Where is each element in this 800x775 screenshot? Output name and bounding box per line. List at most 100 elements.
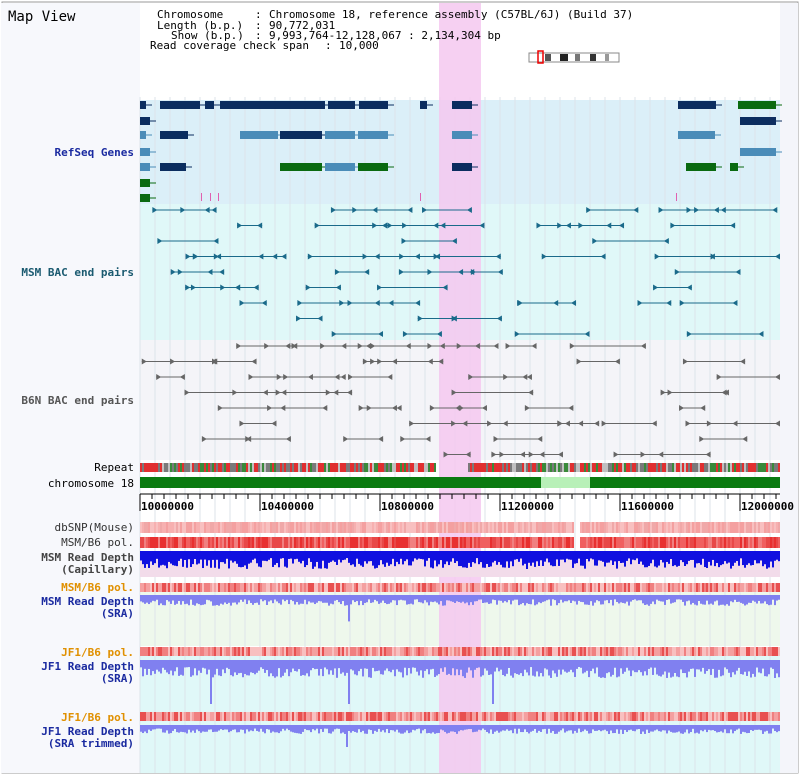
depth-bar	[404, 725, 406, 733]
heat-cell	[524, 647, 526, 656]
heat-cell	[414, 537, 416, 548]
heat-cell	[762, 647, 764, 656]
depth-bar	[706, 595, 708, 601]
repeat-segment	[578, 463, 580, 472]
depth-bar	[544, 725, 546, 729]
heat-cell	[750, 647, 752, 656]
heat-cell	[370, 647, 372, 656]
depth-bar	[502, 551, 504, 568]
bac-end-marker	[517, 300, 523, 306]
heat-cell	[704, 712, 706, 721]
heat-cell	[350, 537, 352, 548]
heat-cell	[648, 647, 650, 656]
depth-bar	[666, 595, 668, 600]
depth-bar	[330, 595, 332, 604]
heat-cell	[606, 712, 608, 721]
depth-bar	[612, 725, 614, 734]
depth-bar	[554, 595, 556, 601]
depth-bar	[730, 551, 732, 569]
depth-bar	[318, 725, 320, 734]
heat-cell	[710, 522, 712, 533]
heat-cell	[206, 537, 208, 548]
depth-bar	[258, 551, 260, 567]
depth-bar	[728, 551, 730, 563]
heat-cell	[184, 647, 186, 656]
depth-bar	[294, 551, 296, 560]
heat-cell	[296, 712, 298, 721]
heat-cell	[364, 712, 366, 721]
gene-tick	[218, 193, 219, 201]
depth-bar	[322, 725, 324, 732]
depth-bar	[770, 725, 772, 734]
track-label-msm-bac[interactable]: MSM BAC end pairs	[21, 266, 134, 279]
heat-cell	[182, 522, 184, 533]
depth-bar	[222, 595, 224, 605]
heat-cell	[230, 647, 232, 656]
depth-bar	[158, 551, 160, 568]
heat-cell	[178, 647, 180, 656]
heat-cell	[458, 647, 460, 656]
depth-bar	[556, 595, 558, 606]
heat-cell	[752, 522, 754, 533]
depth-bar	[424, 551, 426, 567]
track-label-b6n-bac[interactable]: B6N BAC end pairs	[21, 394, 134, 407]
repeat-segment	[468, 463, 470, 472]
heat-cell	[638, 647, 640, 656]
depth-bar	[188, 551, 190, 560]
repeat-segment	[258, 463, 260, 472]
depth-bar	[510, 595, 512, 605]
repeat-segment	[280, 463, 282, 472]
heat-cell	[596, 583, 598, 592]
heat-cell	[266, 712, 268, 721]
repeat-segment	[640, 463, 642, 472]
heat-cell	[494, 522, 496, 533]
depth-bar	[376, 551, 378, 568]
heat-cell	[772, 712, 774, 721]
depth-bar	[234, 725, 236, 730]
heat-cell	[398, 647, 400, 656]
heat-cell	[658, 537, 660, 548]
depth-bar	[546, 725, 548, 734]
depth-bar	[306, 660, 308, 674]
bac-end-marker	[248, 374, 254, 380]
depth-bar	[710, 595, 712, 604]
bac-end-marker	[190, 284, 196, 291]
bac-end-marker	[348, 374, 354, 380]
track-label-refseq[interactable]: RefSeq Genes	[54, 146, 134, 159]
repeat-segment	[174, 463, 176, 472]
heat-cell	[738, 712, 740, 721]
depth-bar	[344, 595, 346, 606]
depth-bar	[426, 551, 428, 561]
heat-cell	[626, 647, 628, 656]
depth-bar	[684, 551, 686, 567]
bac-end-marker	[557, 222, 563, 229]
show-value: 9,993,764-12,128,067 : 2,134,304 bp	[269, 29, 501, 42]
heat-cell	[500, 647, 502, 656]
depth-bar	[264, 551, 266, 561]
heat-cell	[502, 522, 504, 533]
heat-cell	[576, 583, 578, 592]
depth-bar	[492, 725, 494, 734]
depth-bar	[668, 660, 670, 673]
heat-cell	[644, 712, 646, 721]
heat-cell	[490, 647, 492, 656]
depth-bar	[250, 551, 252, 563]
bac-end-marker	[451, 389, 457, 396]
depth-bar	[222, 660, 224, 670]
depth-bar	[180, 595, 182, 605]
heat-cell	[642, 712, 644, 721]
heat-cell	[306, 537, 308, 548]
repeat-segment	[674, 463, 676, 472]
repeat-segment	[160, 463, 162, 472]
heat-cell	[678, 712, 680, 721]
depth-bar	[490, 660, 492, 675]
heat-cell	[140, 647, 142, 656]
depth-bar	[328, 595, 330, 606]
heat-cell	[290, 712, 292, 721]
heat-cell	[670, 647, 672, 656]
repeat-segment	[726, 463, 728, 472]
heat-cell	[622, 522, 624, 533]
heat-cell	[306, 647, 308, 656]
